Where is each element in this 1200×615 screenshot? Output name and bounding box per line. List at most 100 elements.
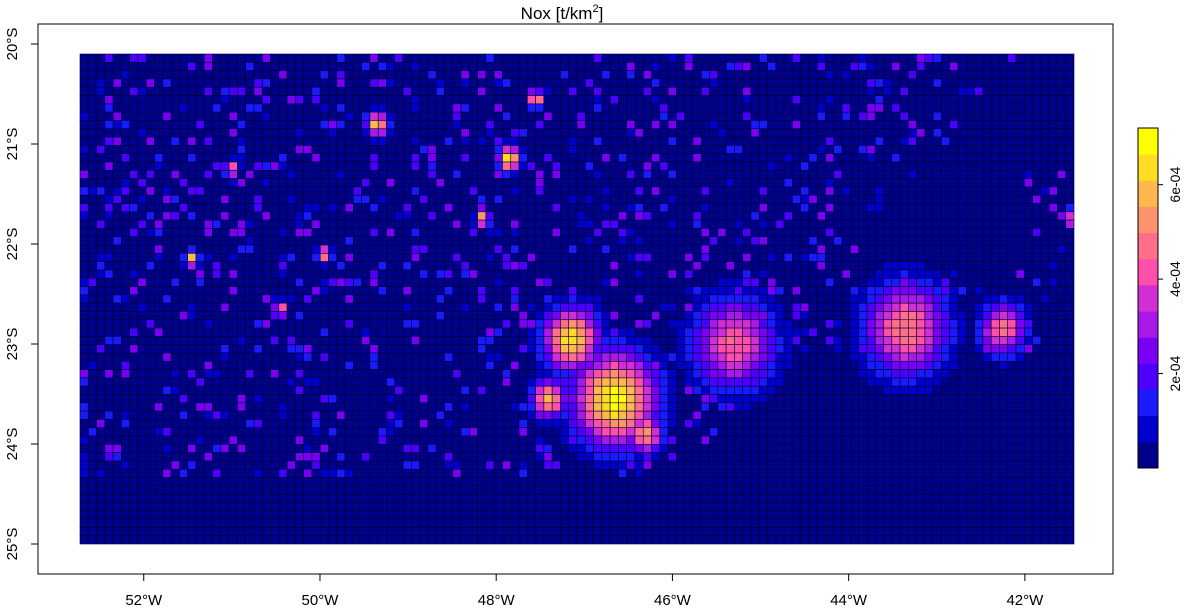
raster-cell xyxy=(212,111,222,121)
raster-cell xyxy=(742,194,752,204)
raster-cell xyxy=(526,294,536,304)
raster-cell xyxy=(783,178,793,188)
raster-cell xyxy=(758,53,768,63)
raster-cell xyxy=(435,352,445,362)
raster-cell xyxy=(96,360,106,370)
raster-cell xyxy=(990,369,1000,379)
raster-cell xyxy=(767,62,777,71)
raster-cell xyxy=(137,103,147,113)
raster-cell xyxy=(568,145,578,154)
raster-cell xyxy=(1024,86,1033,96)
raster-cell xyxy=(800,377,810,387)
raster-cell xyxy=(104,169,114,179)
raster-cell xyxy=(237,169,246,179)
raster-cell xyxy=(725,136,735,146)
raster-cell xyxy=(841,128,851,138)
raster-cell xyxy=(874,169,884,179)
raster-cell xyxy=(626,120,636,130)
raster-cell xyxy=(344,377,354,387)
raster-cell xyxy=(949,236,959,246)
raster-cell xyxy=(949,153,959,163)
raster-cell xyxy=(932,352,942,362)
raster-cell xyxy=(916,153,926,163)
raster-cell xyxy=(908,302,917,312)
raster-cell xyxy=(725,352,735,362)
raster-cell xyxy=(328,253,338,262)
raster-cell xyxy=(212,203,222,213)
raster-cell xyxy=(369,153,379,163)
raster-cell xyxy=(535,336,545,345)
raster-cell xyxy=(601,219,611,229)
raster-cell xyxy=(692,161,702,171)
raster-cell xyxy=(560,145,570,154)
raster-cell xyxy=(916,178,926,188)
raster-cell xyxy=(162,261,172,271)
raster-cell xyxy=(908,219,917,229)
raster-cell xyxy=(982,219,992,229)
raster-cell xyxy=(427,385,437,395)
raster-cell xyxy=(841,261,851,271)
raster-cell xyxy=(286,344,296,354)
raster-cell xyxy=(510,302,520,312)
raster-cell xyxy=(162,336,172,345)
raster-cell xyxy=(593,228,603,238)
raster-cell xyxy=(295,253,304,262)
raster-cell xyxy=(1007,352,1017,362)
raster-cell xyxy=(253,153,263,163)
raster-cell xyxy=(891,211,901,221)
raster-cell xyxy=(419,211,429,221)
raster-cell xyxy=(990,236,1000,246)
raster-cell xyxy=(328,244,338,254)
raster-cell xyxy=(485,244,495,254)
raster-cell xyxy=(1065,228,1075,238)
raster-cell xyxy=(212,385,222,395)
raster-cell xyxy=(990,344,1000,354)
raster-cell xyxy=(932,203,942,213)
raster-cell xyxy=(676,394,685,404)
raster-cell xyxy=(642,111,652,121)
raster-cell xyxy=(402,161,412,171)
raster-cell xyxy=(137,53,147,63)
raster-cell xyxy=(966,153,975,163)
raster-cell xyxy=(195,319,205,329)
raster-cell xyxy=(435,360,445,370)
raster-cell xyxy=(286,327,296,337)
raster-cell xyxy=(618,178,627,188)
raster-cell xyxy=(96,327,106,337)
raster-cell xyxy=(725,178,735,188)
raster-cell xyxy=(908,228,917,238)
raster-cell xyxy=(1032,62,1042,71)
raster-cell xyxy=(170,228,180,238)
raster-cell xyxy=(908,153,917,163)
raster-cell xyxy=(1015,53,1025,63)
raster-cell xyxy=(1065,53,1075,63)
raster-cell xyxy=(444,111,454,121)
raster-cell xyxy=(344,277,354,287)
raster-cell xyxy=(692,111,702,121)
raster-cell xyxy=(982,294,992,304)
raster-cell xyxy=(700,120,710,130)
raster-cell xyxy=(452,70,462,80)
raster-cell xyxy=(618,86,627,96)
raster-cell xyxy=(990,294,1000,304)
raster-cell xyxy=(808,344,818,354)
raster-cell xyxy=(353,62,362,71)
raster-cell xyxy=(311,62,321,71)
raster-cell xyxy=(460,336,470,345)
chart-title: Nox [t/km2] xyxy=(521,3,604,23)
raster-cell xyxy=(493,78,503,88)
raster-cell xyxy=(1015,269,1025,279)
raster-cell xyxy=(908,352,917,362)
raster-cell xyxy=(609,95,619,105)
raster-cell xyxy=(932,169,942,179)
raster-cell xyxy=(319,95,329,105)
raster-cell xyxy=(195,186,205,196)
raster-cell xyxy=(427,311,437,321)
raster-cell xyxy=(1015,169,1025,179)
raster-cell xyxy=(1024,344,1033,354)
raster-cell xyxy=(957,120,967,130)
raster-cell xyxy=(667,269,677,279)
raster-cell xyxy=(502,70,512,80)
raster-cell xyxy=(758,336,768,345)
raster-cell xyxy=(999,203,1009,213)
